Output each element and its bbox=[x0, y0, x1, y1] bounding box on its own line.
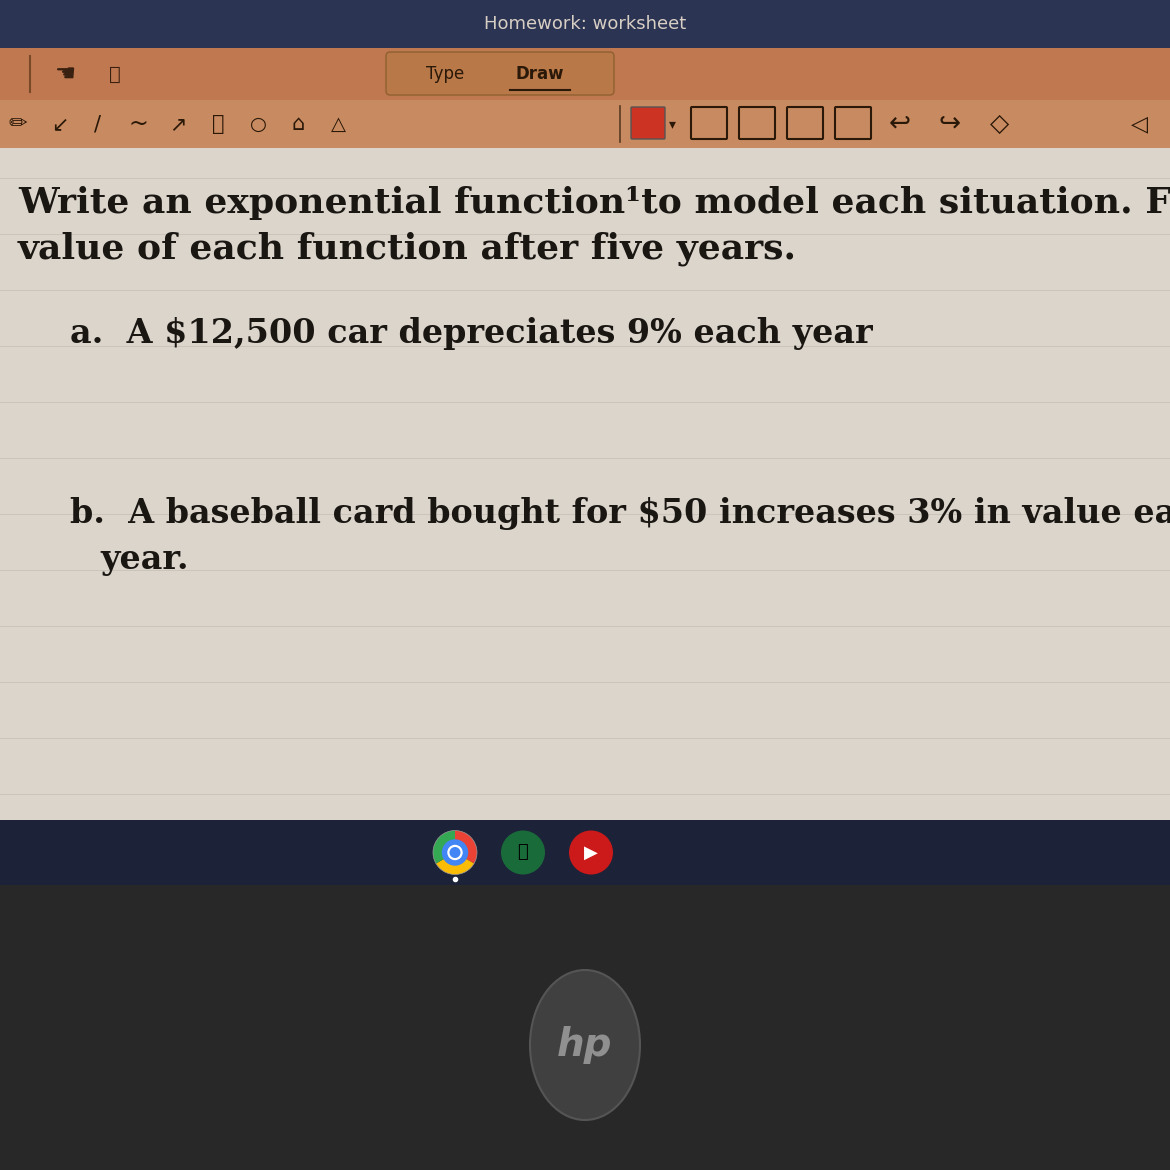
Text: ▾: ▾ bbox=[668, 117, 675, 131]
Wedge shape bbox=[455, 831, 477, 863]
Text: △: △ bbox=[330, 115, 345, 133]
Text: a.  A $12,500 car depreciates 9% each year: a. A $12,500 car depreciates 9% each yea… bbox=[70, 317, 873, 350]
Text: ~: ~ bbox=[128, 112, 147, 136]
Bar bbox=[0, 820, 1170, 885]
Text: ✏️: ✏️ bbox=[8, 113, 27, 135]
Text: Homework: worksheet: Homework: worksheet bbox=[484, 15, 686, 33]
Text: ◇: ◇ bbox=[990, 112, 1010, 136]
FancyBboxPatch shape bbox=[386, 51, 614, 95]
Ellipse shape bbox=[530, 970, 640, 1120]
Text: ⌂: ⌂ bbox=[291, 113, 304, 135]
Text: 👤: 👤 bbox=[517, 844, 529, 861]
Circle shape bbox=[447, 845, 462, 860]
Text: ↩: ↩ bbox=[889, 111, 911, 137]
Circle shape bbox=[501, 831, 545, 874]
Text: year.: year. bbox=[99, 543, 188, 576]
Text: b.  A baseball card bought for $50 increases 3% in value each: b. A baseball card bought for $50 increa… bbox=[70, 497, 1170, 530]
Bar bbox=[0, 48, 1170, 99]
Text: ↙: ↙ bbox=[51, 113, 69, 135]
Text: ↪: ↪ bbox=[940, 111, 961, 137]
Text: ☚: ☚ bbox=[55, 62, 76, 87]
Circle shape bbox=[442, 839, 468, 866]
Text: ◁: ◁ bbox=[1131, 113, 1149, 135]
Bar bbox=[0, 0, 1170, 48]
Text: Write an exponential function¹to model each situation. Find the: Write an exponential function¹to model e… bbox=[18, 186, 1170, 220]
Bar bbox=[0, 147, 1170, 820]
Wedge shape bbox=[433, 831, 455, 863]
Text: ↗: ↗ bbox=[170, 113, 187, 135]
Circle shape bbox=[449, 847, 461, 858]
Text: ○: ○ bbox=[249, 115, 267, 133]
Text: ▶: ▶ bbox=[584, 844, 598, 861]
Text: hp: hp bbox=[557, 1026, 613, 1064]
Text: Draw: Draw bbox=[516, 66, 564, 83]
Bar bbox=[0, 885, 1170, 1170]
Text: ⛶: ⛶ bbox=[109, 64, 121, 83]
Wedge shape bbox=[436, 853, 474, 874]
Text: Type: Type bbox=[426, 66, 464, 83]
Circle shape bbox=[569, 831, 613, 874]
Text: value of each function after five years.: value of each function after five years. bbox=[18, 232, 797, 267]
Text: ⌒: ⌒ bbox=[212, 113, 225, 135]
Text: /: / bbox=[95, 113, 102, 135]
FancyBboxPatch shape bbox=[631, 106, 665, 139]
Bar bbox=[0, 99, 1170, 147]
